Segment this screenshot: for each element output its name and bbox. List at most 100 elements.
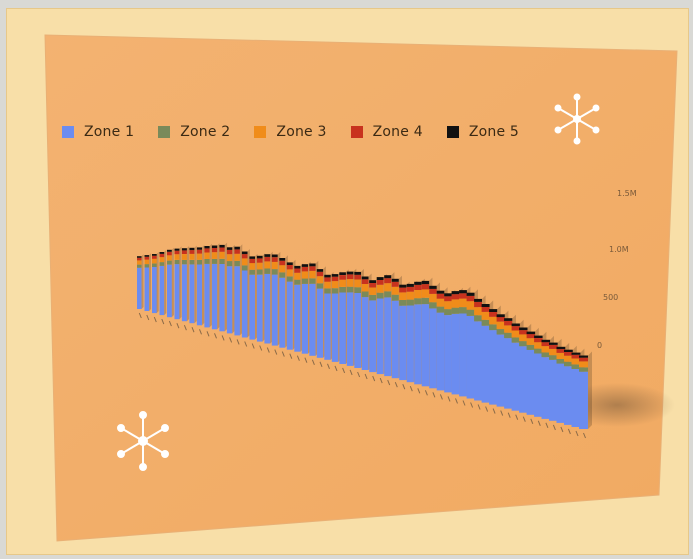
bar-segment-zone-3 (421, 289, 430, 298)
bar-segment-zone-4 (174, 250, 180, 255)
bar-segment-zone-4 (451, 294, 460, 300)
bar-segment-zone-4 (152, 255, 157, 259)
bar-segment-zone-4 (301, 266, 308, 272)
bar-segment-zone-1 (436, 312, 445, 391)
bar-segment-zone-3 (361, 284, 369, 292)
bar-segment-zone-3 (234, 253, 240, 261)
bar-segment-zone-3 (152, 258, 157, 264)
legend-item-zone-1: Zone 1 (62, 124, 134, 140)
x-tick-mark (161, 318, 165, 325)
bar-segment-zone-3 (256, 262, 263, 270)
bar-segment-zone-4 (436, 293, 445, 299)
bar-segment-zone-3 (406, 291, 414, 300)
x-tick-mark (334, 365, 338, 372)
bar-segment-zone-1 (286, 281, 293, 350)
bar-segment-zone-3 (331, 281, 339, 289)
bar-segment-zone-3 (279, 265, 286, 273)
bar-segment-zone-1 (264, 273, 271, 344)
bar-segment-zone-2 (271, 269, 278, 275)
bar-segment-zone-5 (346, 271, 354, 275)
bar-segment-zone-4 (406, 286, 414, 292)
x-tick-mark (372, 375, 376, 382)
bar-segment-zone-2 (421, 297, 430, 305)
bar-side-face (239, 244, 243, 336)
bar-segment-zone-5 (384, 275, 392, 279)
bar-segment-zone-3 (534, 342, 543, 349)
bar-segment-zone-1 (549, 359, 558, 421)
bar-segment-zone-1 (376, 298, 384, 375)
bar-segment-zone-5 (466, 292, 475, 296)
bar-segment-zone-5 (324, 274, 331, 278)
bar-segment-zone-2 (219, 258, 225, 264)
bar-segment-zone-3 (211, 252, 218, 259)
bar-side-face (194, 245, 197, 324)
x-tick-mark (507, 412, 511, 418)
bar-segment-zone-5 (174, 248, 180, 251)
y-tick-label: 500 (603, 293, 619, 302)
bar-segment-zone-2 (459, 307, 467, 314)
x-tick-mark (432, 392, 436, 398)
x-tick-mark (274, 349, 278, 355)
bar-segment-zone-4 (556, 349, 566, 353)
x-tick-mark (462, 400, 466, 406)
bar-side-face (186, 246, 190, 322)
bar-segment-zone-3 (571, 358, 581, 365)
bar-segment-zone-5 (534, 335, 543, 338)
bar-side-face (217, 243, 220, 330)
bar-segment-zone-4 (421, 284, 430, 290)
legend-swatch (254, 126, 267, 138)
x-tick-mark (515, 414, 519, 420)
bar-segment-zone-1 (226, 266, 233, 334)
bar-group (137, 242, 592, 429)
x-tick-mark (304, 357, 308, 363)
bar-segment-zone-4 (444, 296, 452, 302)
bar-segment-zone-1 (271, 274, 278, 346)
bar-segment-zone-5 (549, 342, 558, 345)
bar-segment-zone-1 (331, 293, 339, 362)
bar-segment-zone-1 (137, 267, 142, 309)
x-tick-mark (455, 398, 458, 404)
x-tick-mark (537, 420, 541, 426)
bar-segment-zone-1 (414, 304, 422, 385)
bar-segment-zone-2 (399, 300, 407, 306)
x-tick-mark (259, 345, 263, 351)
bar-segment-zone-5 (144, 255, 150, 257)
bar-segment-zone-4 (511, 326, 520, 331)
x-tick-mark (183, 325, 187, 331)
x-tick-mark (349, 369, 353, 376)
bar-side-face (156, 252, 159, 314)
bar-segment-zone-1 (346, 292, 354, 366)
bar-segment-zone-1 (534, 353, 543, 417)
bar-segment-zone-4 (249, 258, 255, 264)
bar-side-face (588, 351, 592, 429)
bar-segment-zone-5 (354, 271, 361, 275)
bar-side-face (255, 253, 258, 340)
x-tick-mark (168, 320, 172, 327)
bar-segment-zone-2 (309, 278, 316, 284)
bar-segment-zone-3 (429, 294, 437, 303)
bar-segment-zone-4 (339, 275, 346, 280)
bar-side-face (224, 242, 228, 332)
bar-segment-zone-5 (316, 269, 324, 272)
bar-segment-zone-5 (249, 256, 255, 259)
bar-segment-zone-1 (234, 266, 240, 336)
bar-segment-zone-5 (556, 346, 566, 350)
bar-segment-zone-3 (391, 286, 399, 295)
bar-segment-zone-3 (354, 279, 361, 288)
bar-segment-zone-3 (316, 276, 324, 284)
bar-segment-zone-1 (369, 300, 377, 373)
bar-segment-zone-3 (241, 258, 248, 266)
x-tick-mark (281, 351, 285, 357)
bar-segment-zone-2 (204, 259, 210, 264)
bar-segment-zone-1 (279, 277, 286, 348)
bar-segment-zone-4 (579, 357, 588, 362)
x-tick-mark (485, 406, 489, 412)
bar-segment-zone-5 (137, 256, 142, 258)
x-tick-mark (567, 428, 571, 435)
x-tick-mark (176, 323, 180, 329)
bar-segment-zone-2 (196, 259, 202, 265)
bar-segment-zone-2 (519, 341, 528, 347)
bar-segment-zone-1 (556, 363, 566, 423)
bar-segment-zone-3 (196, 253, 202, 260)
x-tick-mark (221, 335, 225, 341)
